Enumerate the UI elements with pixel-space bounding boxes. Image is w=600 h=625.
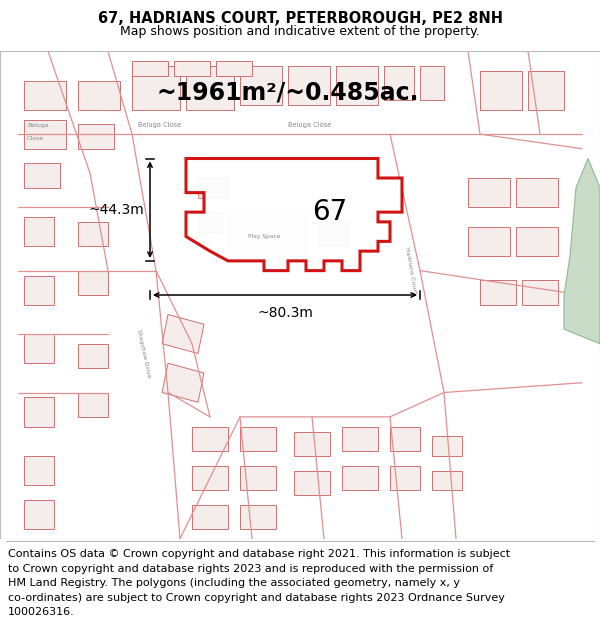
Text: Beluga: Beluga <box>27 123 49 128</box>
Bar <box>198 178 228 198</box>
Bar <box>240 466 276 490</box>
Bar <box>198 212 222 232</box>
Bar <box>78 124 114 149</box>
Bar <box>24 163 60 188</box>
Bar <box>240 504 276 529</box>
Bar <box>432 436 462 456</box>
Bar <box>24 456 54 485</box>
Bar <box>516 227 558 256</box>
Bar <box>24 398 54 427</box>
Polygon shape <box>186 159 402 271</box>
Text: Beluga Close: Beluga Close <box>138 122 181 128</box>
Text: 67, HADRIANS COURT, PETERBOROUGH, PE2 8NH: 67, HADRIANS COURT, PETERBOROUGH, PE2 8N… <box>97 11 503 26</box>
Polygon shape <box>162 314 204 354</box>
Text: Beluga Close: Beluga Close <box>288 122 331 128</box>
Bar <box>216 61 252 76</box>
Bar <box>288 66 330 105</box>
Polygon shape <box>162 363 204 403</box>
Text: 67: 67 <box>313 198 347 226</box>
Bar <box>24 500 54 529</box>
Bar <box>432 471 462 490</box>
Bar <box>132 61 168 76</box>
Bar <box>78 344 108 368</box>
Bar <box>294 471 330 495</box>
Bar <box>342 427 378 451</box>
Bar <box>516 178 558 208</box>
Text: 100026316.: 100026316. <box>8 607 74 617</box>
Bar <box>24 119 66 149</box>
Bar <box>24 81 66 110</box>
Bar <box>132 66 180 110</box>
Bar <box>342 466 378 490</box>
Polygon shape <box>228 212 306 261</box>
Bar <box>528 71 564 110</box>
Bar <box>468 227 510 256</box>
Bar <box>468 178 510 208</box>
Bar <box>24 334 54 363</box>
Text: Map shows position and indicative extent of the property.: Map shows position and indicative extent… <box>120 26 480 39</box>
Bar <box>192 504 228 529</box>
Bar <box>390 427 420 451</box>
Bar <box>78 271 108 295</box>
Bar <box>78 222 108 246</box>
Text: Contains OS data © Crown copyright and database right 2021. This information is : Contains OS data © Crown copyright and d… <box>8 549 510 559</box>
Bar <box>174 61 210 76</box>
Text: Stagshaw Drive: Stagshaw Drive <box>136 329 152 378</box>
Text: co-ordinates) are subject to Crown copyright and database rights 2023 Ordnance S: co-ordinates) are subject to Crown copyr… <box>8 592 505 602</box>
Bar <box>24 276 54 305</box>
Bar <box>294 431 330 456</box>
Bar <box>480 71 522 110</box>
Bar <box>240 427 276 451</box>
Bar <box>522 281 558 305</box>
Text: to Crown copyright and database rights 2023 and is reproduced with the permissio: to Crown copyright and database rights 2… <box>8 564 493 574</box>
Bar <box>480 281 516 305</box>
Bar <box>186 66 234 110</box>
Bar <box>420 66 444 100</box>
Bar <box>192 427 228 451</box>
Bar <box>336 66 378 105</box>
Text: Hadrians Court: Hadrians Court <box>404 247 418 294</box>
Text: ~80.3m: ~80.3m <box>257 306 313 320</box>
Bar <box>192 466 228 490</box>
Bar <box>318 222 348 246</box>
Bar <box>390 466 420 490</box>
Text: ~44.3m: ~44.3m <box>88 202 144 217</box>
Text: ~1961m²/~0.485ac.: ~1961m²/~0.485ac. <box>157 81 419 104</box>
Bar <box>240 66 282 105</box>
Text: Close: Close <box>27 136 44 141</box>
Text: Play Space: Play Space <box>248 234 280 239</box>
Bar <box>384 66 414 100</box>
Bar <box>78 392 108 417</box>
Bar <box>24 217 54 246</box>
Bar <box>78 81 120 110</box>
Polygon shape <box>564 159 600 344</box>
Text: HM Land Registry. The polygons (including the associated geometry, namely x, y: HM Land Registry. The polygons (includin… <box>8 578 460 588</box>
